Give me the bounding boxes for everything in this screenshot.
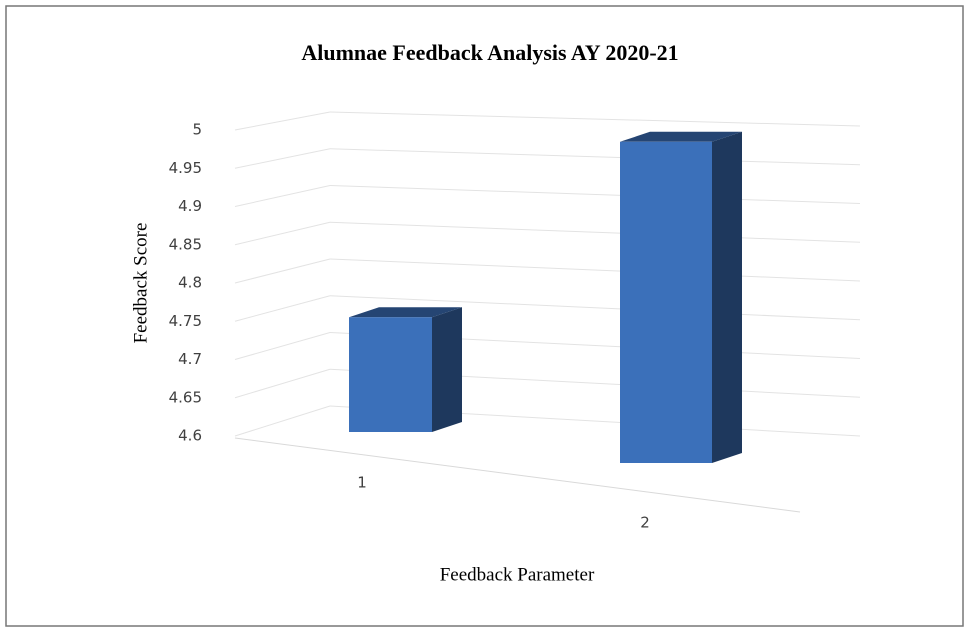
grid-line <box>329 148 861 166</box>
x-axis-title: Feedback Parameter <box>440 564 595 585</box>
bar-top <box>620 131 742 142</box>
grid-line <box>234 258 331 284</box>
y-tick-label: 5 <box>192 121 202 139</box>
y-tick-label: 4.7 <box>178 350 202 368</box>
y-tick-label: 4.95 <box>169 159 202 177</box>
grid-line <box>329 258 861 282</box>
bar-top <box>349 307 462 318</box>
grid-line <box>234 148 331 169</box>
grid-line <box>234 295 331 322</box>
y-tick-label: 4.6 <box>178 427 202 445</box>
grid-line <box>329 111 861 127</box>
bar <box>620 141 712 464</box>
chart-title: Alumnae Feedback Analysis AY 2020-21 <box>301 40 678 65</box>
x-tick-label: 1 <box>357 474 367 492</box>
grid-line <box>329 295 861 321</box>
grid-line <box>329 185 861 204</box>
bar-side <box>712 131 742 464</box>
floor-edge <box>234 437 801 513</box>
grid-line <box>234 111 331 131</box>
grid-line <box>234 332 331 360</box>
y-tick-label: 4.8 <box>178 274 202 292</box>
y-tick-label: 4.75 <box>169 312 202 330</box>
bar-side <box>432 307 462 432</box>
y-tick-label: 4.85 <box>169 235 202 253</box>
grid-line <box>234 221 331 246</box>
chart-frame <box>5 5 964 627</box>
bar <box>349 317 432 432</box>
y-axis-title: Feedback Score <box>130 223 151 344</box>
x-tick-label: 2 <box>640 514 650 532</box>
y-tick-label: 4.9 <box>178 197 202 215</box>
grid-line <box>234 185 331 207</box>
y-tick-label: 4.65 <box>169 388 202 406</box>
grid-line <box>234 368 331 399</box>
grid-line <box>234 405 331 437</box>
grid-line <box>329 221 861 243</box>
